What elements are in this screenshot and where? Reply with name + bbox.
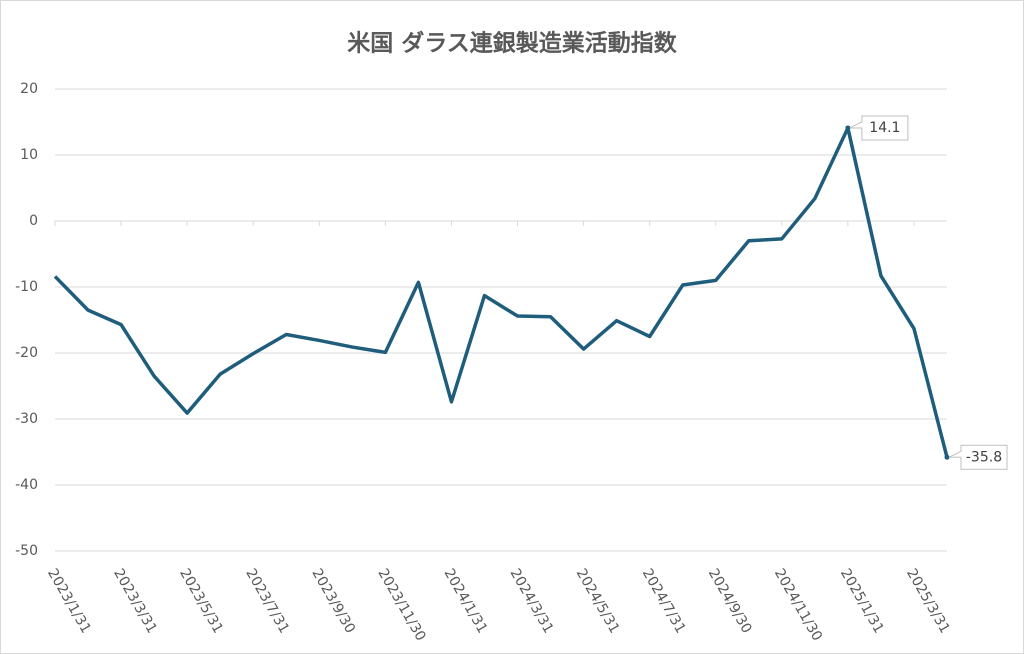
data-label-box (948, 444, 1008, 470)
y-tick-label: 20 (20, 81, 38, 97)
data-point (845, 125, 851, 131)
y-tick-label: -20 (15, 345, 38, 361)
data-label: -35.8 (966, 449, 1002, 465)
y-tick-label: 10 (20, 147, 38, 163)
y-tick-label: 0 (29, 213, 38, 229)
data-label: 14.1 (869, 120, 900, 136)
y-tick-label: -40 (15, 477, 38, 493)
y-tick-label: -50 (15, 543, 38, 559)
chart-title: 米国 ダラス連銀製造業活動指数 (347, 30, 678, 57)
data-line (53, 126, 949, 458)
data-point (944, 454, 950, 460)
y-tick-label: -10 (15, 279, 38, 295)
data-label-box (849, 115, 909, 141)
y-tick-label: -30 (15, 411, 38, 427)
